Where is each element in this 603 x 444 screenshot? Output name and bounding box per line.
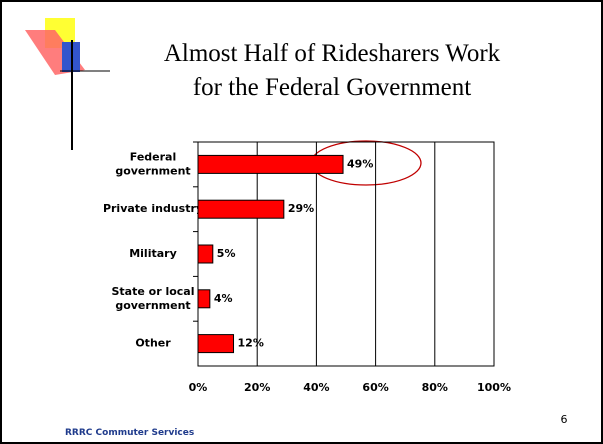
bar [197, 154, 344, 174]
x-tick-label: 40% [303, 381, 329, 394]
bar [197, 334, 235, 354]
page-number: 6 [561, 413, 568, 426]
x-tick-label: 80% [422, 381, 448, 394]
value-label: 29% [288, 202, 314, 215]
x-tick-label: 60% [362, 381, 388, 394]
y-tick-label: Federal government [115, 150, 190, 177]
chart-title: Almost Half of Ridesharers Work for the F… [164, 40, 501, 101]
value-label: 4% [214, 292, 233, 305]
y-tick-label: Private industry [103, 202, 203, 215]
x-tick-label: 100% [477, 381, 511, 394]
bar [197, 199, 285, 219]
bar [197, 289, 211, 309]
value-label: 5% [217, 247, 236, 260]
value-label: 49% [347, 157, 373, 170]
logo-decoration [25, 18, 110, 150]
y-tick-label: Other [135, 337, 171, 350]
y-tick-label: Military [129, 247, 177, 260]
value-label: 12% [238, 337, 264, 350]
bar [197, 244, 214, 264]
x-tick-label: 20% [244, 381, 270, 394]
y-tick-label: State or local government [111, 285, 194, 312]
x-tick-label: 0% [189, 381, 208, 394]
footer: RRRC Commuter Services [65, 428, 194, 438]
